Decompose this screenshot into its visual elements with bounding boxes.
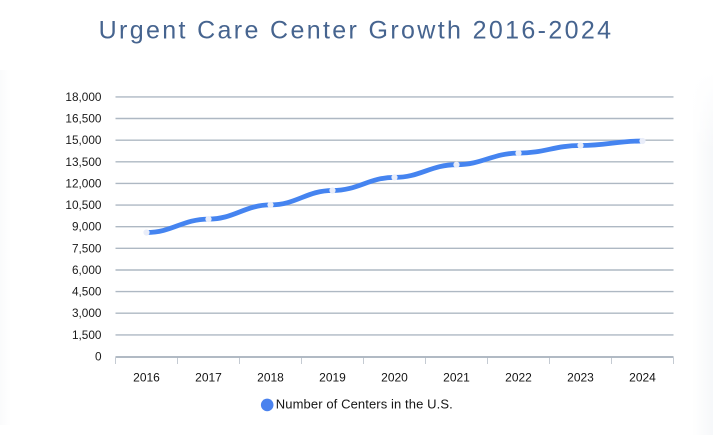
- svg-text:4,500: 4,500: [72, 285, 102, 299]
- svg-text:10,500: 10,500: [65, 198, 102, 212]
- svg-text:2024: 2024: [629, 371, 656, 385]
- svg-text:6,000: 6,000: [72, 263, 102, 277]
- svg-text:7,500: 7,500: [72, 241, 102, 255]
- svg-text:15,000: 15,000: [65, 133, 102, 147]
- svg-text:2016: 2016: [133, 371, 160, 385]
- svg-text:12,000: 12,000: [65, 176, 102, 190]
- svg-text:Number of Centers in the U.S.: Number of Centers in the U.S.: [276, 397, 453, 412]
- svg-text:Urgent Care Center Growth 2016: Urgent Care Center Growth 2016-2024: [99, 17, 614, 45]
- svg-text:0: 0: [95, 350, 102, 364]
- svg-text:16,500: 16,500: [65, 112, 102, 126]
- svg-text:2021: 2021: [443, 371, 470, 385]
- svg-text:3,000: 3,000: [72, 306, 102, 320]
- svg-text:1,500: 1,500: [72, 328, 102, 342]
- svg-text:2018: 2018: [257, 371, 284, 385]
- svg-text:9,000: 9,000: [72, 220, 102, 234]
- svg-text:2023: 2023: [567, 371, 594, 385]
- svg-text:2019: 2019: [319, 371, 346, 385]
- svg-text:2017: 2017: [195, 371, 222, 385]
- svg-text:13,500: 13,500: [65, 155, 102, 169]
- svg-text:2020: 2020: [381, 371, 408, 385]
- svg-text:2022: 2022: [505, 371, 532, 385]
- svg-text:18,000: 18,000: [65, 90, 102, 104]
